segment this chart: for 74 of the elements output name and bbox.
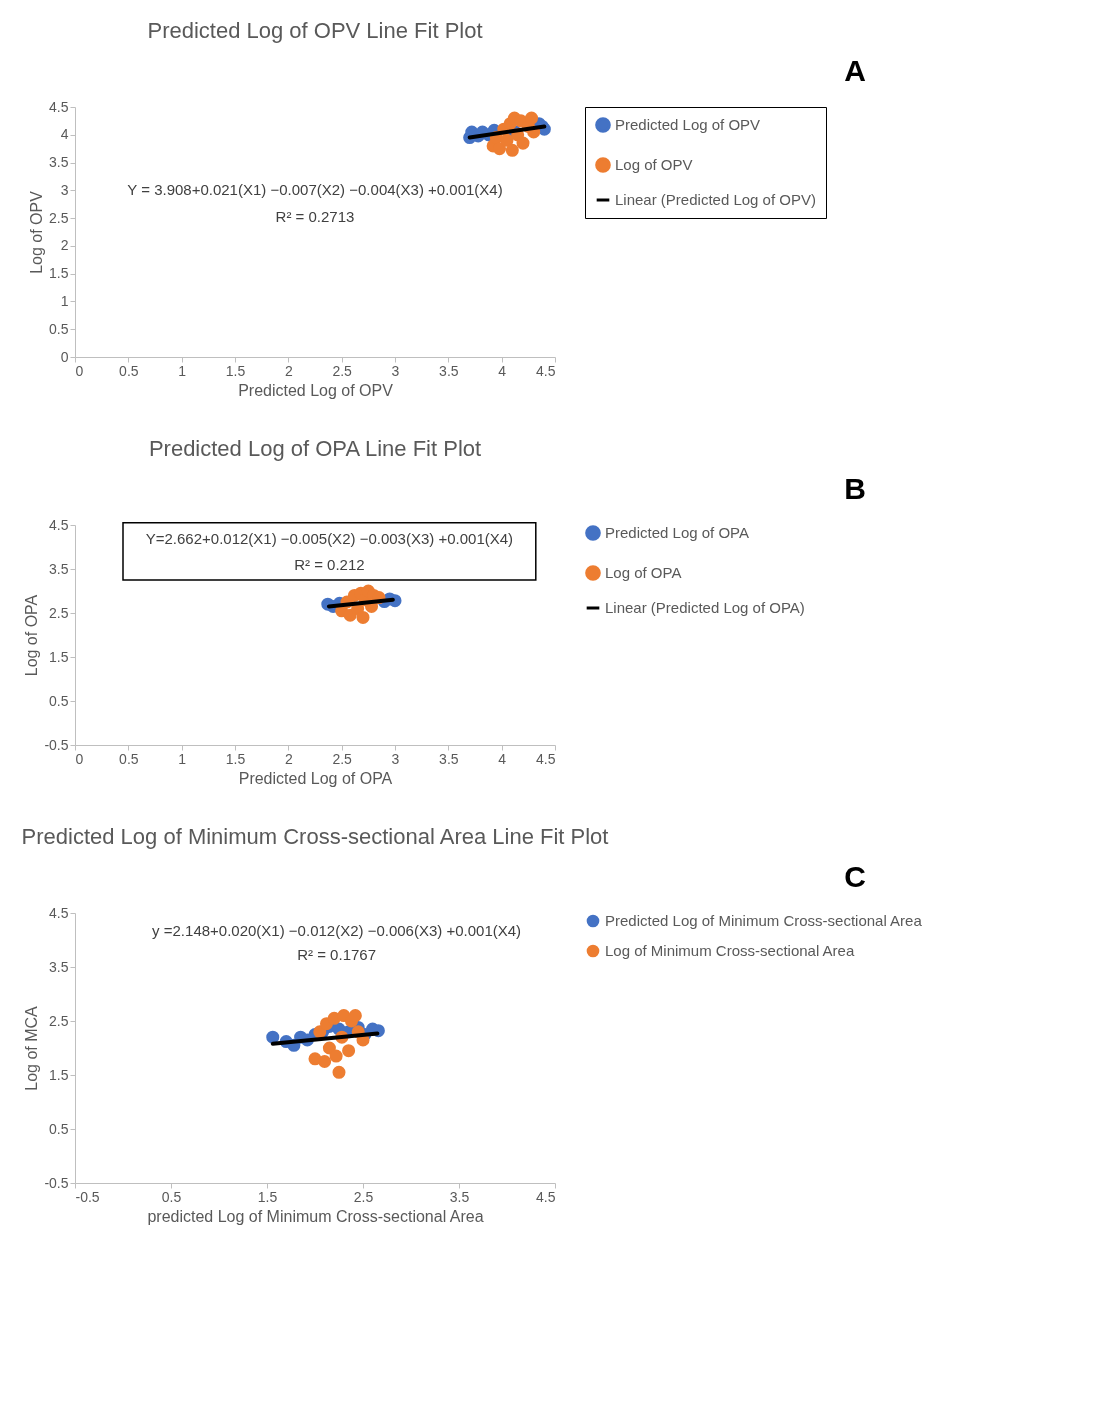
y-tick-label: 2.5 — [49, 209, 69, 226]
legend-label: Linear (Predicted Log of OPV) — [615, 191, 816, 208]
x-axis-title: Predicted Log of OPA — [238, 769, 393, 787]
annotation: Y=2.662+0.012(X1) −0.005(X2) −0.003(X3) +0.001(X4) — [145, 530, 514, 548]
y-tick-label: 2 — [60, 237, 69, 254]
y-tick-label: 3 — [60, 181, 69, 198]
text: B — [844, 472, 866, 505]
y-tick-label: 3.5 — [49, 560, 69, 577]
x-tick-label: 3.5 — [449, 1188, 470, 1205]
y-tick-label: 3.5 — [49, 958, 69, 975]
y-axis-title: Log of OPV — [28, 190, 46, 274]
y-tick-label: 0.5 — [49, 692, 69, 709]
x-tick-label: 3.5 — [439, 750, 459, 767]
x-axis-title: predicted Log of Minimum Cross-sectional Area — [147, 1207, 484, 1225]
y-tick-label: 1.5 — [49, 1066, 69, 1083]
legend-label: Predicted Log of OPV — [615, 116, 761, 133]
chart-title: Predicted Log of OPV Line Fit Plot — [147, 18, 483, 43]
annotation: R² = 0.212 — [294, 555, 365, 573]
legend-label: Log of Minimum Cross-sectional Area — [605, 942, 855, 959]
y-tick-label: 1.5 — [49, 265, 69, 282]
x-tick-label: 3 — [391, 750, 400, 767]
x-tick-label: 3.5 — [439, 362, 459, 379]
x-tick-label: 0.5 — [119, 750, 139, 767]
text: A — [844, 54, 866, 87]
y-tick-label: 0 — [60, 348, 69, 365]
x-tick-label: 1.5 — [225, 362, 246, 379]
legend-label: Predicted Log of Minimum Cross-sectional Area — [605, 912, 923, 929]
legend-label: Predicted Log of OPA — [605, 524, 749, 541]
x-tick-label: 1.5 — [225, 750, 246, 767]
annotation: y =2.148+0.020(X1) −0.012(X2) −0.006(X3) +0.001(X4) — [152, 921, 522, 939]
x-tick-label: -0.5 — [75, 1188, 100, 1205]
x-tick-label: 2 — [284, 362, 293, 379]
annotation: R² = 0.1767 — [297, 945, 377, 963]
x-tick-label: 1 — [178, 362, 187, 379]
x-tick-label: 2.5 — [353, 1188, 374, 1205]
y-tick-label: -0.5 — [44, 1174, 69, 1191]
x-tick-label: 4.5 — [536, 750, 556, 767]
x-tick-label: 2.5 — [332, 750, 353, 767]
y-tick-label: 4 — [60, 126, 69, 143]
x-tick-label: 4 — [498, 750, 507, 767]
legend-label: Log of OPV — [615, 156, 693, 173]
y-tick-label: 2.5 — [49, 604, 69, 621]
x-axis-title: Predicted Log of OPV — [238, 381, 394, 399]
x-tick-label: 1 — [178, 750, 187, 767]
x-tick-label: 4 — [498, 362, 507, 379]
x-tick-label: 0 — [75, 362, 84, 379]
annotation: Y = 3.908+0.021(X1) −0.007(X2) −0.004(X3) +0.001(X4) — [127, 180, 503, 198]
y-axis-title: Log of MCA — [23, 1005, 41, 1091]
chart-title: Predicted Log of OPA Line Fit Plot — [148, 436, 482, 461]
y-tick-label: 3.5 — [49, 154, 69, 171]
x-tick-label: 0.5 — [119, 362, 139, 379]
text: C — [844, 860, 866, 893]
x-tick-label: 3 — [391, 362, 400, 379]
y-tick-label: 0.5 — [49, 320, 69, 337]
x-tick-label: 0.5 — [161, 1188, 182, 1205]
x-tick-label: 2 — [284, 750, 293, 767]
y-axis-title: Log of OPA — [23, 594, 41, 677]
x-tick-label: 4.5 — [536, 1188, 556, 1205]
legend-label: Linear (Predicted Log of OPA) — [605, 599, 805, 616]
annotation: R² = 0.2713 — [275, 208, 355, 225]
x-tick-label: 2.5 — [332, 362, 353, 379]
y-tick-label: 1 — [60, 292, 69, 309]
y-tick-label: 1.5 — [49, 648, 69, 665]
legend-label: Log of OPA — [605, 564, 682, 581]
y-tick-label: 4.5 — [49, 98, 69, 115]
x-tick-label: 1.5 — [257, 1188, 278, 1205]
x-tick-label: 0 — [75, 750, 84, 767]
chart-title: Predicted Log of Minimum Cross-sectional Area Line Fit Plot — [21, 824, 609, 849]
y-tick-label: -0.5 — [44, 736, 69, 753]
x-tick-label: 4.5 — [536, 362, 556, 379]
y-tick-label: 2.5 — [49, 1012, 69, 1029]
y-tick-label: 0.5 — [49, 1120, 69, 1137]
y-tick-label: 4.5 — [49, 516, 69, 533]
y-tick-label: 4.5 — [49, 904, 69, 921]
